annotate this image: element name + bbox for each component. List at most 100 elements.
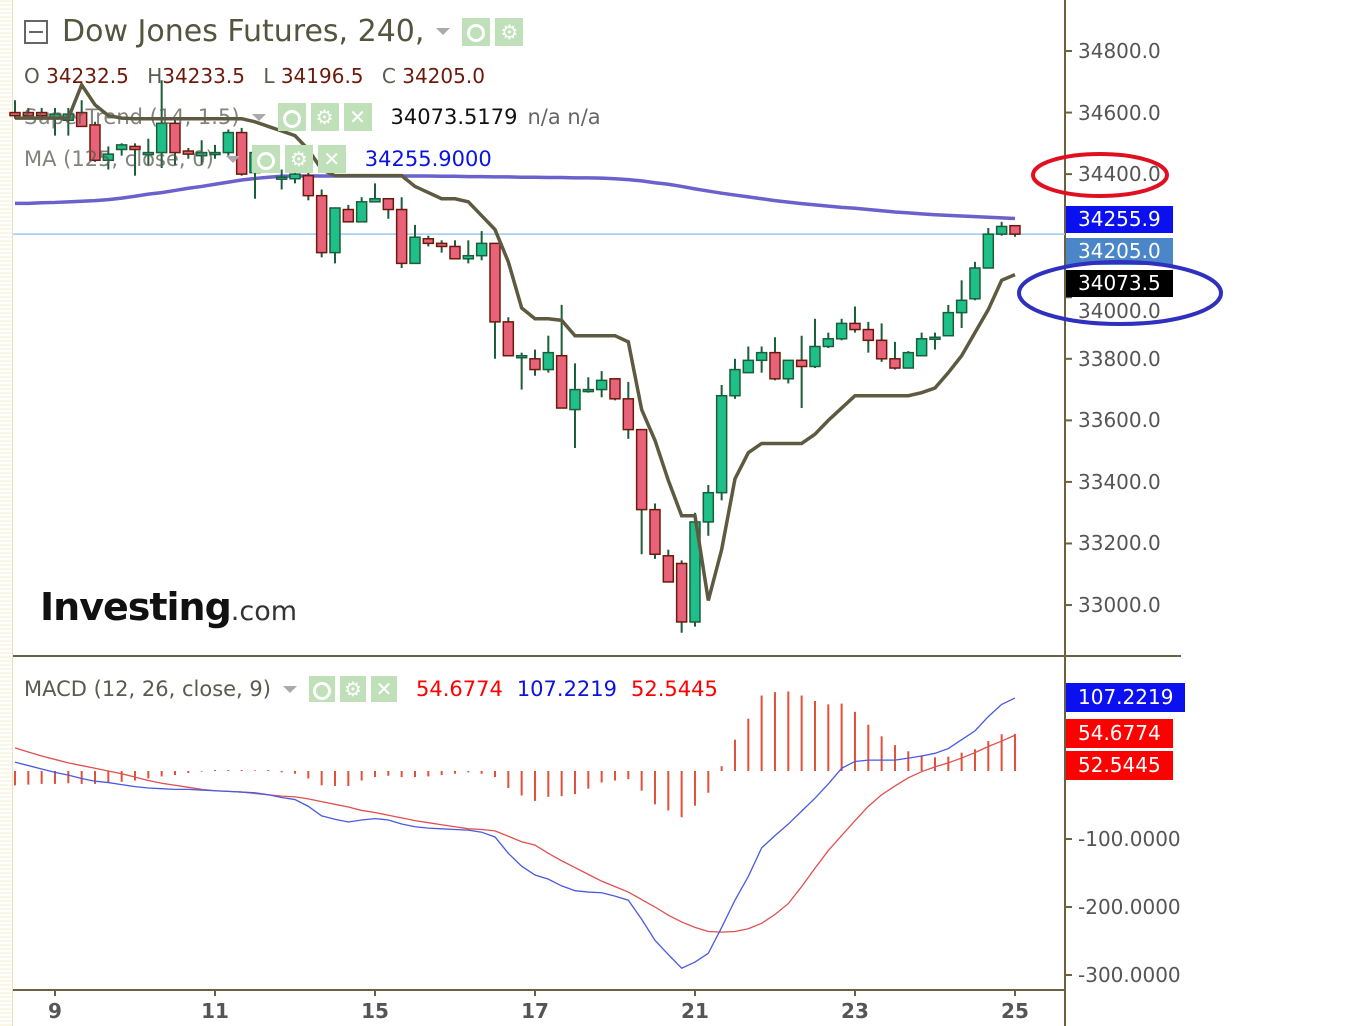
candle <box>329 207 341 264</box>
candle-body-up <box>942 311 955 337</box>
candle <box>942 304 955 337</box>
candle-body-up <box>102 153 115 162</box>
candle-body-down <box>382 197 395 211</box>
candle-body-up <box>409 236 421 265</box>
supertrend-price-tag: 34073.5 <box>1066 270 1173 297</box>
dropdown-arrow-icon[interactable] <box>282 685 297 693</box>
candle-body-down <box>35 111 48 117</box>
candle <box>275 169 288 190</box>
candle-body-down <box>502 321 515 357</box>
candle-body-down <box>395 208 408 265</box>
collapse-icon[interactable] <box>24 19 48 44</box>
candle-body-up <box>355 201 368 223</box>
candle <box>609 378 621 401</box>
macd-line-value: 107.2219 <box>516 677 618 701</box>
candle-body-down <box>489 242 501 323</box>
price-axis-label: 33000.0 <box>1078 593 1161 618</box>
candle-body-down <box>635 428 648 511</box>
macd-axis-label: -100.0000 <box>1078 827 1181 851</box>
dropdown-arrow-icon[interactable] <box>225 155 240 163</box>
supertrend-line <box>15 81 1016 601</box>
candle-body-down <box>609 378 621 400</box>
macd-hist-value: 54.6774 <box>415 677 503 701</box>
candle <box>449 240 461 260</box>
time-axis-label: 23 <box>841 999 869 1023</box>
candle-body-down <box>675 562 688 623</box>
supertrend-legend: SuperTrend (14, 1.5) ⚙ ✕ 34073.5179 n/a … <box>24 103 601 131</box>
macd-label[interactable]: MACD (12, 26, close, 9) <box>24 677 271 701</box>
candle <box>435 240 448 253</box>
candle-body-up <box>475 242 488 257</box>
candle-body-down <box>302 174 315 197</box>
candle <box>702 484 715 536</box>
candle-body-up <box>969 267 981 300</box>
candle-body-down <box>315 194 328 254</box>
candle-body-up <box>902 351 915 369</box>
time-axis-label: 11 <box>201 999 229 1023</box>
candle <box>115 143 128 156</box>
macd-axis-label: -200.0000 <box>1078 895 1181 919</box>
candle <box>1009 224 1021 237</box>
candle <box>355 197 368 223</box>
candle-body-up <box>369 197 381 203</box>
candle <box>835 318 848 341</box>
candle <box>915 332 928 357</box>
candle-body-up <box>929 336 941 341</box>
dropdown-arrow-icon[interactable] <box>436 28 451 35</box>
eye-icon[interactable] <box>277 103 306 131</box>
dropdown-arrow-icon[interactable] <box>251 113 266 121</box>
candle <box>209 144 221 159</box>
price-axis-label: 34400.0 <box>1078 162 1161 187</box>
ma-label[interactable]: MA (125, close, 0) <box>24 147 214 171</box>
close-icon[interactable]: ✕ <box>317 145 346 173</box>
candle <box>982 227 995 269</box>
candle <box>542 335 555 373</box>
supertrend-label[interactable]: SuperTrend (14, 1.5) <box>24 105 240 129</box>
time-axis-label: 25 <box>1001 999 1029 1023</box>
candle <box>142 138 155 165</box>
logo-suffix: .com <box>230 596 298 627</box>
gear-icon[interactable]: ⚙ <box>310 103 339 131</box>
candle <box>235 127 248 176</box>
candle-body-up <box>822 338 835 348</box>
candle <box>582 377 595 393</box>
candle-body-up <box>955 299 968 314</box>
candle-body-up <box>222 131 235 154</box>
candle-body-up <box>809 345 821 368</box>
candle <box>489 242 501 359</box>
macd-signal-value: 52.5445 <box>631 677 718 701</box>
gear-icon[interactable]: ⚙ <box>284 145 313 173</box>
candle <box>769 337 781 381</box>
gear-icon[interactable]: ⚙ <box>495 17 524 46</box>
candle <box>382 197 395 219</box>
candle <box>529 349 541 376</box>
candle-body-down <box>129 145 141 151</box>
candle-body-up <box>982 233 995 269</box>
candle <box>569 363 581 449</box>
candle <box>849 306 861 333</box>
candle <box>222 129 235 156</box>
ma-value: 34255.9000 <box>364 147 492 171</box>
close-icon[interactable]: ✕ <box>343 103 372 131</box>
candle <box>782 359 795 384</box>
high-value: 34233.5 <box>162 64 245 88</box>
price-axis-label: 33600.0 <box>1078 408 1161 433</box>
candle-body-up <box>329 207 341 254</box>
eye-icon[interactable] <box>308 676 335 702</box>
eye-icon[interactable] <box>251 145 280 173</box>
candle <box>129 143 141 176</box>
candle <box>902 351 915 369</box>
candle-body-down <box>182 150 195 155</box>
close-icon[interactable]: ✕ <box>370 676 397 702</box>
candle-body-down <box>769 351 781 380</box>
chart-title-row: Dow Jones Futures, 240, ⚙ <box>24 14 528 49</box>
candle-body-up <box>835 322 848 340</box>
candle <box>715 384 728 501</box>
candle <box>89 121 101 162</box>
candle <box>889 341 901 370</box>
ma-line <box>15 174 1016 221</box>
eye-icon[interactable] <box>462 17 491 46</box>
time-axis-label: 21 <box>681 999 709 1023</box>
gear-icon[interactable]: ⚙ <box>339 676 366 702</box>
